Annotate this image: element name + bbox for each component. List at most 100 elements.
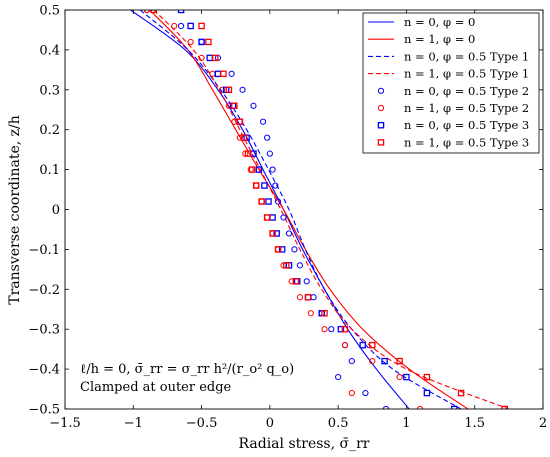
legend-item: n = 1, φ = 0.5 Type 1 bbox=[368, 67, 529, 81]
legend-label: n = 0, φ = 0.5 Type 2 bbox=[404, 84, 529, 98]
data-point bbox=[280, 214, 287, 221]
legend-label: n = 1, φ = 0 bbox=[404, 32, 475, 46]
data-point bbox=[269, 166, 276, 173]
data-point bbox=[250, 102, 257, 109]
y-tick-label: 0 bbox=[52, 203, 60, 218]
series-7 bbox=[150, 10, 509, 409]
data-point bbox=[274, 246, 282, 253]
data-point bbox=[266, 150, 273, 157]
data-point bbox=[304, 294, 312, 301]
data-point bbox=[198, 54, 205, 61]
x-tick-label: −1.5 bbox=[49, 416, 81, 431]
data-point bbox=[187, 22, 194, 30]
data-point bbox=[348, 389, 355, 397]
plot-frame bbox=[64, 9, 544, 410]
data-point bbox=[296, 262, 304, 269]
data-point bbox=[150, 10, 158, 14]
data-point bbox=[240, 134, 248, 141]
data-point bbox=[177, 10, 185, 14]
data-point bbox=[369, 341, 376, 349]
data-point bbox=[231, 102, 238, 110]
data-point bbox=[198, 38, 205, 46]
data-point bbox=[269, 214, 276, 221]
data-point bbox=[396, 373, 403, 381]
legend-label: n = 1, φ = 0.5 Type 3 bbox=[404, 135, 529, 149]
data-point bbox=[272, 182, 279, 189]
legend: n = 0, φ = 0 n = 1, φ = 0 n = 0, φ = 0.5 T… bbox=[362, 12, 540, 154]
legend-swatch bbox=[377, 139, 385, 146]
data-point bbox=[209, 70, 216, 77]
x-tick-label: 2 bbox=[539, 416, 547, 431]
x-tick-label: 0.5 bbox=[328, 416, 349, 431]
legend-label: n = 0, φ = 0.5 Type 3 bbox=[404, 118, 529, 132]
legend-item: n = 0, φ = 0.5 Type 2 bbox=[377, 84, 529, 98]
data-point bbox=[259, 118, 267, 125]
data-point bbox=[423, 373, 431, 381]
y-axis-label: Transverse coordinate, z/h bbox=[7, 115, 23, 305]
data-point bbox=[282, 262, 290, 269]
data-point bbox=[236, 134, 243, 141]
data-point bbox=[457, 389, 465, 397]
data-point bbox=[252, 182, 260, 189]
y-tick-label: −0.3 bbox=[28, 323, 60, 338]
data-point bbox=[198, 22, 205, 30]
data-point bbox=[304, 294, 312, 301]
data-point bbox=[187, 38, 194, 46]
data-point bbox=[264, 134, 271, 141]
y-tick-label: −0.1 bbox=[28, 243, 60, 258]
data-point bbox=[291, 246, 298, 253]
x-tick-label: 1 bbox=[402, 416, 410, 431]
data-point bbox=[296, 294, 304, 301]
data-point bbox=[341, 325, 349, 333]
legend-item: n = 1, φ = 0.5 Type 2 bbox=[377, 101, 529, 115]
annotation: ℓ/h = 0, σ̄_rr = σ_rr h²/(r_o² q_o) Clam… bbox=[80, 362, 294, 395]
legend-item: n = 0, φ = 0.5 Type 1 bbox=[368, 49, 529, 63]
annotation-line-2: Clamped at outer edge bbox=[80, 380, 232, 395]
data-point bbox=[205, 38, 212, 46]
data-point bbox=[278, 246, 286, 253]
legend-label: n = 0, φ = 0 bbox=[404, 15, 475, 29]
data-point bbox=[285, 230, 293, 237]
data-point bbox=[423, 389, 431, 397]
data-point bbox=[211, 54, 219, 62]
x-tick-label: 1.5 bbox=[464, 416, 485, 431]
data-point bbox=[214, 70, 222, 78]
data-point bbox=[255, 166, 263, 173]
data-point bbox=[177, 22, 185, 30]
data-point bbox=[220, 70, 227, 78]
data-point bbox=[328, 326, 335, 333]
legend-label: n = 0, φ = 0.5 Type 1 bbox=[404, 49, 529, 63]
x-axis-label: Radial stress, σ̄_rr bbox=[239, 436, 370, 452]
data-point bbox=[348, 358, 355, 365]
data-point bbox=[258, 198, 265, 205]
data-point bbox=[261, 182, 268, 189]
y-tick-label: 0.5 bbox=[39, 4, 60, 19]
legend-swatch bbox=[377, 104, 385, 112]
annotation-line-1: ℓ/h = 0, σ̄_rr = σ_rr h²/(r_o² q_o) bbox=[80, 362, 294, 377]
series-layer bbox=[130, 10, 510, 409]
data-point bbox=[292, 278, 300, 285]
data-point bbox=[310, 294, 317, 301]
legend-item: n = 1, φ = 0.5 Type 3 bbox=[377, 135, 529, 149]
data-point bbox=[307, 310, 314, 317]
data-point bbox=[225, 86, 233, 94]
data-point bbox=[321, 309, 328, 317]
y-tick-label: 0.1 bbox=[39, 163, 60, 178]
data-point bbox=[381, 357, 388, 365]
data-point bbox=[341, 342, 349, 349]
data-point bbox=[228, 70, 235, 77]
data-point bbox=[258, 198, 265, 205]
data-point bbox=[369, 358, 376, 365]
series-line bbox=[149, 10, 469, 409]
y-tick-label: 0.2 bbox=[39, 123, 60, 138]
data-point bbox=[264, 214, 271, 221]
data-point bbox=[321, 326, 328, 333]
data-point bbox=[171, 22, 178, 30]
data-point bbox=[362, 389, 369, 397]
x-tick-label: −0.5 bbox=[186, 416, 218, 431]
legend-item: n = 0, φ = 0 bbox=[368, 15, 475, 29]
series-1 bbox=[149, 10, 469, 409]
data-point bbox=[253, 182, 260, 189]
legend-swatch bbox=[377, 121, 385, 129]
